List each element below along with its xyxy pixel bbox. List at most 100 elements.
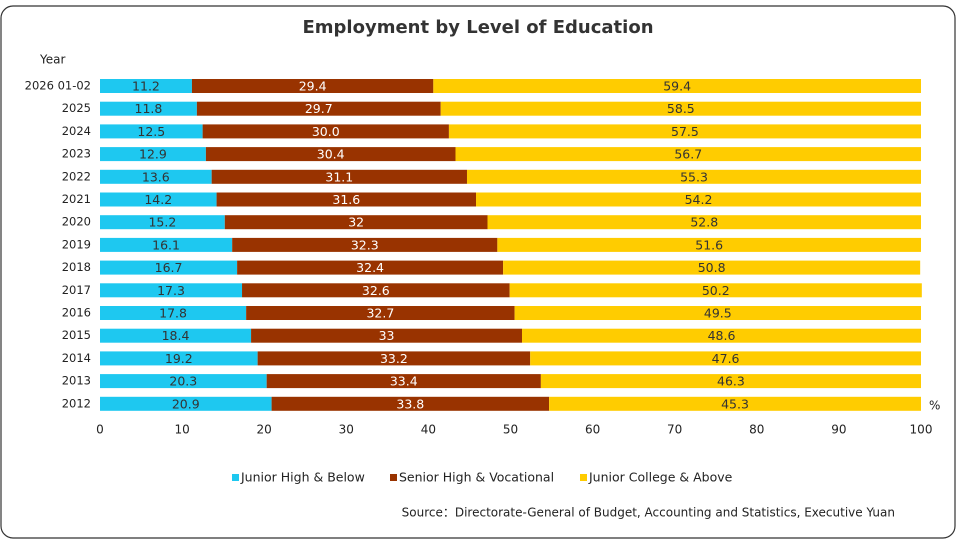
value-label: 15.2 (148, 215, 176, 230)
bar-segment (266, 374, 541, 389)
x-tick-label: 70 (667, 423, 682, 437)
legend-label: Junior College & Above (588, 470, 733, 485)
value-label: 17.8 (159, 306, 187, 321)
value-label: 57.5 (671, 124, 699, 139)
value-label: 11.8 (135, 101, 163, 116)
bar-segment (448, 124, 921, 139)
value-label: 59.4 (663, 79, 691, 94)
bar-segment (242, 283, 510, 298)
x-tick-label: 0 (96, 423, 104, 437)
bar-segment (224, 215, 488, 230)
bar-segment (191, 79, 434, 93)
y-tick-label: 2012 (62, 396, 91, 410)
value-label: 30.4 (317, 147, 345, 162)
value-label: 20.9 (172, 396, 200, 411)
value-label: 46.3 (717, 374, 745, 389)
bar-segment (100, 169, 212, 184)
value-label: 32.4 (356, 260, 384, 275)
bar-segment (455, 147, 921, 162)
bar-segment (202, 124, 449, 139)
bar-segment (216, 192, 477, 207)
bar-segment (100, 260, 238, 275)
x-tick-label: 50 (503, 423, 518, 437)
x-tick-label: 30 (339, 423, 354, 437)
x-tick-label: 40 (421, 423, 436, 437)
bar-segment (100, 306, 247, 320)
value-label: 32.6 (362, 283, 390, 298)
value-label: 33 (379, 328, 395, 343)
bar-segment (251, 328, 522, 343)
x-tick-label: 10 (174, 423, 189, 437)
value-label: 30.0 (312, 124, 340, 139)
source: Source：Directorate-General of Budget, Ac… (402, 506, 895, 520)
legend-label: Senior High & Vocational (399, 470, 554, 485)
value-label: 55.3 (680, 169, 708, 184)
bar-segment (440, 101, 921, 116)
value-label: 49.5 (704, 306, 732, 321)
bar-segment (476, 192, 921, 207)
value-label: 31.1 (325, 169, 353, 184)
y-tick-label: 2021 (62, 192, 91, 206)
value-label: 45.3 (721, 396, 749, 411)
value-label: 33.4 (390, 374, 418, 389)
bar-segment (487, 215, 921, 230)
bar-segment (211, 169, 467, 184)
bar-segment (232, 237, 498, 252)
bar-segment (246, 306, 515, 320)
value-label: 19.2 (165, 351, 193, 366)
value-label: 51.6 (695, 237, 723, 252)
bar-segment (521, 328, 921, 343)
value-label: 47.6 (712, 351, 740, 366)
bar-segment (514, 306, 921, 320)
bar-segment (100, 328, 252, 343)
legend-label: Junior High & Below (240, 470, 365, 485)
x-tick-label: 60 (585, 423, 600, 437)
value-label: 13.6 (142, 169, 170, 184)
y-tick-label: 2015 (62, 328, 91, 342)
bar-segment (540, 374, 921, 389)
y-tick-label: 2014 (62, 351, 91, 365)
y-tick-label: 2022 (62, 169, 91, 183)
y-tick-label: 2020 (62, 215, 91, 229)
value-label: 32 (348, 215, 364, 230)
bar-segment (100, 283, 243, 298)
y-tick-label: 2013 (62, 374, 91, 388)
bar-segment (100, 374, 267, 389)
value-label: 32.3 (351, 237, 379, 252)
bar-segment (497, 237, 921, 252)
chart-title: Employment by Level of Education (302, 17, 653, 38)
value-label: 50.8 (698, 260, 726, 275)
bar-segment (100, 396, 272, 411)
value-label: 33.8 (396, 396, 424, 411)
bar-segment (100, 147, 206, 162)
y-tick-label: 2018 (62, 260, 91, 274)
legend-swatch (232, 474, 239, 481)
value-label: 17.3 (157, 283, 185, 298)
value-label: 20.3 (169, 374, 197, 389)
bar-segment (196, 101, 441, 116)
value-label: 52.8 (690, 215, 718, 230)
value-label: 32.7 (366, 306, 394, 321)
value-label: 33.2 (380, 351, 408, 366)
bar-segment (433, 79, 921, 93)
bar-segment (257, 351, 531, 366)
value-label: 58.5 (667, 101, 695, 116)
value-label: 18.4 (162, 328, 190, 343)
x-unit-label: % (929, 399, 940, 413)
value-label: 56.7 (674, 147, 702, 162)
bar-segment (466, 169, 921, 184)
bar-segment (271, 396, 550, 411)
value-label: 16.7 (155, 260, 183, 275)
y-tick-label: 2025 (62, 101, 91, 115)
value-label: 11.2 (132, 79, 160, 94)
bar-segment (503, 260, 921, 275)
value-label: 16.1 (152, 237, 180, 252)
y-tick-label: 2026 01-02 (25, 79, 91, 93)
y-tick-label: 2023 (62, 147, 91, 161)
x-tick-label: 90 (831, 423, 846, 437)
bar-segment (530, 351, 921, 366)
value-label: 54.2 (685, 192, 713, 207)
bar-segment (100, 124, 203, 139)
bar-segment (100, 215, 225, 230)
